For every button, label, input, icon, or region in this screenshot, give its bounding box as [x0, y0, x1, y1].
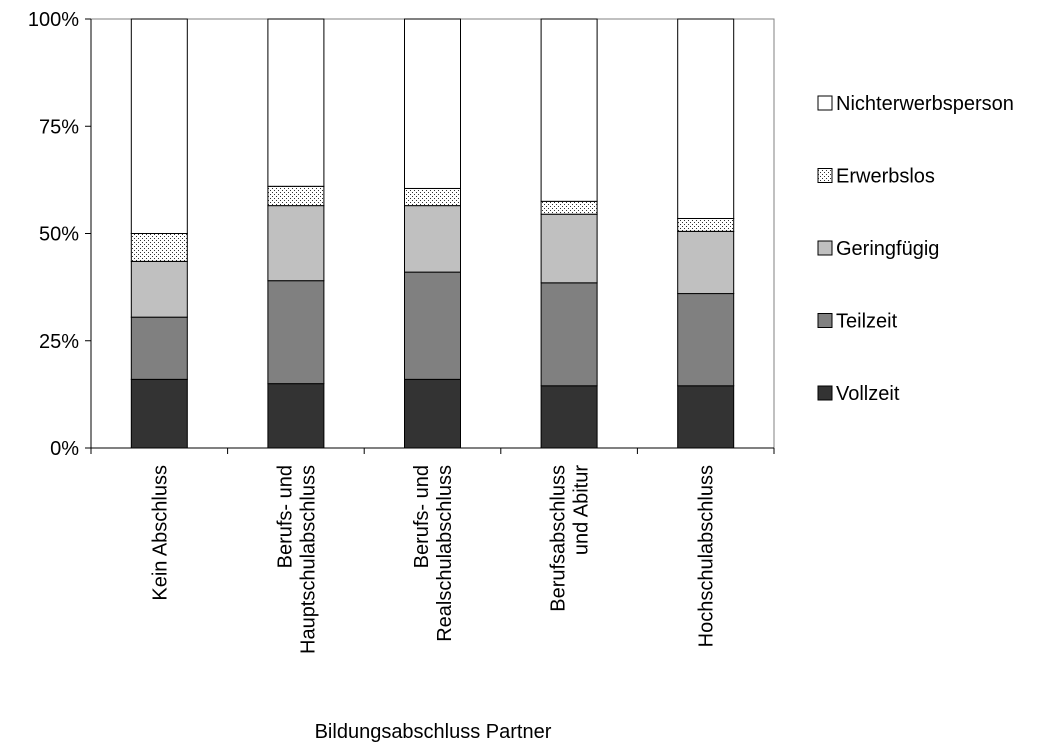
bars [130, 18, 735, 449]
bar-segment-geringfugig [404, 205, 461, 273]
bar-segment-vollzeit [267, 383, 325, 449]
bar-segment-vollzeit [540, 385, 598, 449]
legend-label-vollzeit: Vollzeit [836, 383, 900, 405]
y-tick-label: 100% [28, 9, 79, 31]
y-tick-label: 0% [50, 438, 79, 460]
bar-segment-teilzeit [404, 271, 461, 380]
legend-label-geringfugig: Geringfügig [836, 238, 939, 260]
y-tick-label: 75% [39, 116, 79, 138]
legend-label-nichterwerbsperson: Nichterwerbsperson [836, 93, 1014, 115]
legend-swatch-erwerbslos [817, 168, 833, 183]
bar-segment-erwerbslos [267, 185, 325, 207]
y-axis: 0% 25% 50% 75% 100% [28, 9, 92, 460]
bar-segment-erwerbslos [540, 200, 598, 215]
x-tick-label-line: Kein Abschluss [149, 465, 171, 601]
bar-segment-teilzeit [540, 282, 598, 387]
bar-segment-geringfugig [540, 213, 598, 284]
bar-segment-nichterwerbsperson [677, 18, 735, 219]
bar-segment-teilzeit [130, 316, 188, 380]
bar-segment-nichterwerbsperson [267, 18, 325, 187]
x-tick-label-line: Hauptschulabschluss [297, 465, 319, 654]
bar-segment-teilzeit [267, 280, 325, 385]
x-tick-label-line: und Abitur [571, 465, 593, 555]
x-tick-label-line: Berufs- und [274, 465, 296, 568]
bar-segment-nichterwerbsperson [540, 18, 598, 202]
legend-swatch-nichterwerbsperson [817, 95, 833, 111]
y-tick-label: 25% [39, 331, 79, 353]
legend-swatch-geringfugig [817, 240, 833, 256]
bar-segment-erwerbslos [130, 233, 188, 262]
bar-segment-erwerbslos [677, 217, 735, 232]
x-tick-label-line: Realschulabschluss [434, 465, 456, 642]
legend-swatch-teilzeit [817, 313, 833, 328]
legend-swatch-vollzeit [817, 385, 833, 401]
x-tick-label: Berufsabschlussund Abitur [548, 465, 593, 612]
x-tick-label: Hochschulabschluss [696, 465, 718, 647]
bar-segment-erwerbslos [404, 187, 461, 207]
bar-segment-geringfugig [267, 205, 325, 282]
x-tick-label: Berufs- undHauptschulabschluss [274, 465, 319, 654]
bar-segment-nichterwerbsperson [404, 18, 461, 189]
bar-segment-geringfugig [130, 260, 188, 318]
bar-segment-teilzeit [677, 293, 735, 387]
x-tick-label-line: Hochschulabschluss [696, 465, 718, 647]
x-tick-label: Kein Abschluss [149, 465, 171, 601]
legend-label-erwerbslos: Erwerbslos [836, 166, 935, 188]
x-tick-label-line: Berufsabschluss [548, 465, 570, 612]
x-tick-label-line: Berufs- und [411, 465, 433, 568]
legend-label-teilzeit: Teilzeit [836, 311, 898, 333]
bar-segment-vollzeit [677, 385, 735, 449]
bar-segment-vollzeit [130, 378, 188, 449]
y-tick-label: 50% [39, 224, 79, 246]
bar-segment-vollzeit [404, 378, 461, 449]
x-axis-title: Bildungsabschluss Partner [315, 721, 552, 743]
bar-segment-geringfugig [677, 230, 735, 295]
x-axis: Kein Abschluss Berufs- undHauptschulabsch… [90, 447, 775, 654]
bar-segment-nichterwerbsperson [130, 18, 188, 234]
x-tick-label: Berufs- undRealschulabschluss [411, 465, 456, 642]
legend: Nichterwerbsperson Erwerbslos Geringfügig T… [817, 93, 1014, 405]
